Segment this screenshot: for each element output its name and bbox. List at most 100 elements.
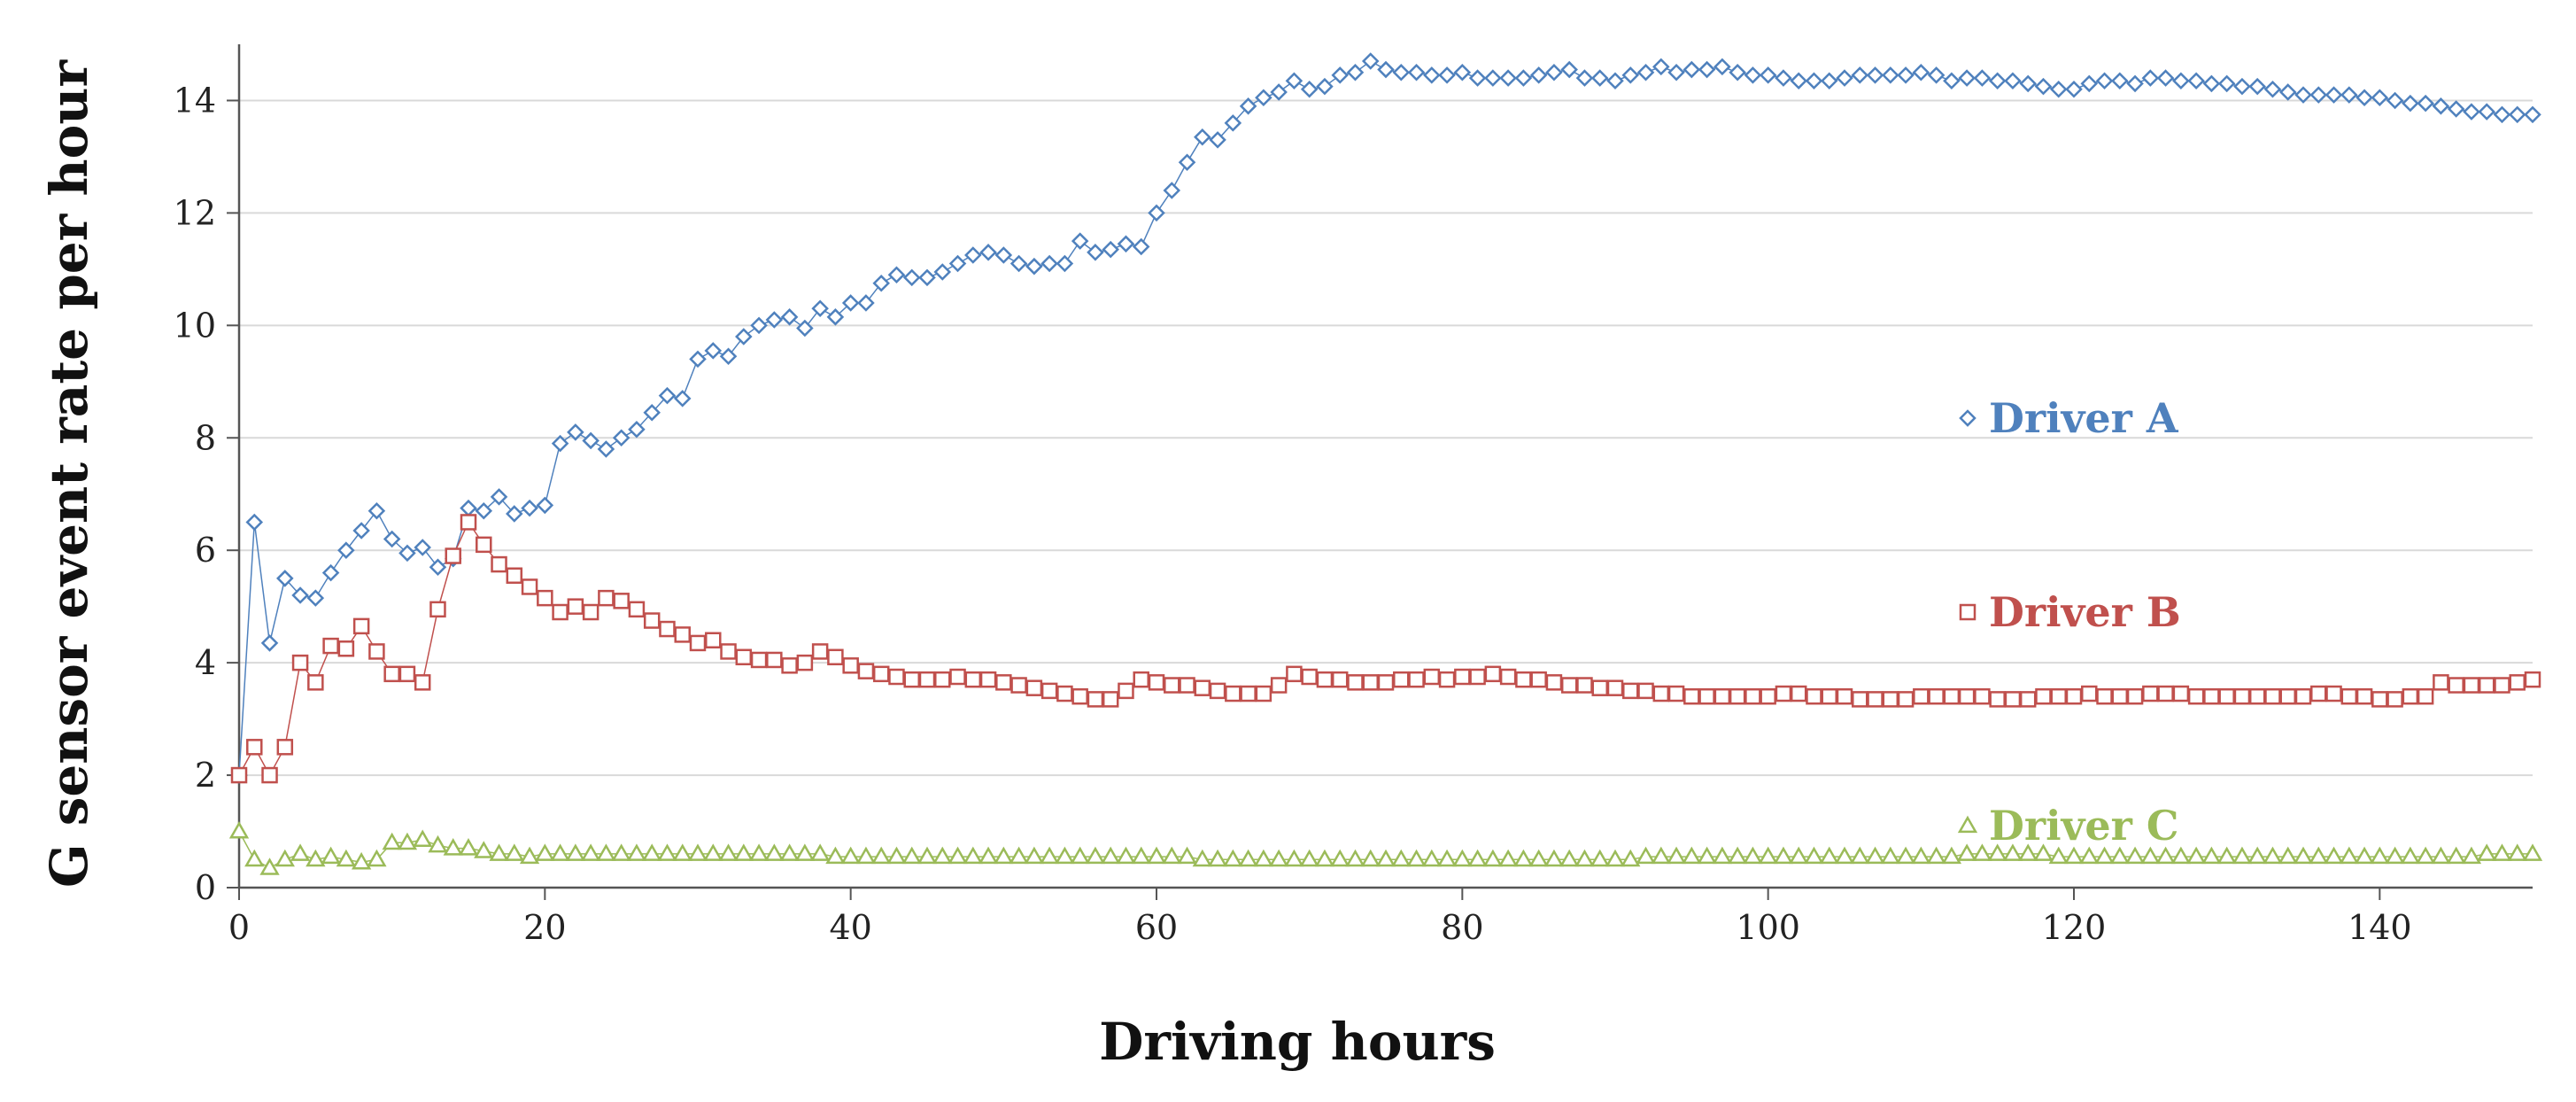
data-point-driver-c xyxy=(825,846,846,865)
data-point-driver-b xyxy=(857,663,875,679)
data-point-driver-c xyxy=(1528,849,1549,867)
data-point-driver-a xyxy=(612,429,630,447)
data-point-driver-b xyxy=(735,648,753,666)
data-point-driver-b xyxy=(1713,687,1731,705)
series-line-driver-b xyxy=(238,520,2533,777)
data-point-driver-c xyxy=(1268,849,1289,867)
data-point-driver-b xyxy=(2111,687,2129,705)
data-point-driver-b xyxy=(2142,685,2159,702)
data-point-driver-a xyxy=(994,246,1013,264)
data-point-driver-b xyxy=(1438,671,1456,688)
data-point-driver-c xyxy=(764,843,785,861)
data-point-driver-a xyxy=(1805,72,1823,90)
data-point-driver-b xyxy=(1943,687,1961,705)
data-point-driver-b xyxy=(1040,682,1058,700)
data-point-driver-b xyxy=(246,739,263,756)
data-point-driver-a xyxy=(902,268,921,287)
data-point-driver-b xyxy=(1087,691,1104,708)
data-point-driver-c xyxy=(1682,846,1702,865)
data-point-driver-c xyxy=(2247,846,2268,865)
legend-marker-driver-a xyxy=(1959,409,1976,427)
data-point-driver-c xyxy=(580,843,601,861)
data-point-driver-b xyxy=(2294,687,2312,705)
data-point-driver-a xyxy=(2463,103,2480,120)
data-point-driver-c xyxy=(1743,846,1763,865)
data-point-driver-c xyxy=(2079,846,2100,865)
data-point-driver-a xyxy=(2263,81,2282,98)
x-tick-label: 120 xyxy=(2042,908,2107,947)
data-point-driver-c xyxy=(733,843,754,861)
data-point-driver-c xyxy=(901,846,922,865)
data-point-driver-c xyxy=(1880,846,1900,865)
data-point-driver-a xyxy=(1729,63,1746,81)
data-point-driver-c xyxy=(2446,846,2466,865)
data-point-driver-a xyxy=(1361,52,1380,70)
data-point-driver-c xyxy=(367,849,387,867)
data-point-driver-a xyxy=(2309,86,2328,104)
data-point-driver-b xyxy=(460,514,477,531)
data-point-driver-b xyxy=(1852,691,1868,708)
data-point-driver-b xyxy=(1286,665,1303,683)
data-point-driver-a xyxy=(1897,66,1915,84)
data-point-driver-b xyxy=(1499,668,1517,686)
data-point-driver-b xyxy=(2509,674,2526,691)
data-point-driver-b xyxy=(1301,668,1318,686)
data-point-driver-c xyxy=(1330,849,1350,867)
data-point-driver-b xyxy=(1775,685,1792,702)
data-point-driver-c xyxy=(779,843,800,861)
data-point-driver-b xyxy=(1194,679,1211,696)
data-point-driver-a xyxy=(1606,72,1624,90)
data-point-driver-b xyxy=(2126,687,2144,705)
data-point-driver-c xyxy=(1070,846,1090,865)
x-tick-label: 0 xyxy=(228,908,250,947)
data-point-driver-a xyxy=(429,558,447,577)
data-point-driver-a xyxy=(1102,240,1119,259)
data-point-driver-c xyxy=(2263,846,2283,865)
data-point-driver-a xyxy=(337,541,355,559)
data-point-driver-a xyxy=(1882,66,1899,84)
data-point-driver-c xyxy=(2339,846,2359,865)
data-point-driver-b xyxy=(613,593,630,609)
data-point-driver-b xyxy=(1744,687,1761,705)
data-point-driver-a xyxy=(1590,69,1609,87)
series-driver-a xyxy=(230,52,2541,784)
data-point-driver-c xyxy=(397,832,418,850)
data-point-driver-c xyxy=(1391,849,1412,867)
data-point-driver-a xyxy=(1407,63,1426,81)
data-point-driver-c xyxy=(687,843,708,861)
data-point-driver-c xyxy=(1207,849,1228,867)
data-point-driver-a xyxy=(383,530,401,548)
data-point-driver-a xyxy=(490,488,508,506)
data-point-driver-a xyxy=(352,522,370,539)
data-point-driver-b xyxy=(705,632,722,648)
data-point-driver-b xyxy=(2325,685,2342,702)
data-point-driver-b xyxy=(2494,677,2510,694)
data-point-driver-c xyxy=(1789,846,1809,865)
data-point-driver-a xyxy=(1285,72,1303,90)
data-point-driver-c xyxy=(2522,843,2543,861)
data-point-driver-a xyxy=(1071,232,1089,250)
data-point-driver-a xyxy=(2248,77,2266,96)
data-point-driver-a xyxy=(521,499,538,517)
data-point-driver-a xyxy=(887,266,906,283)
data-point-driver-b xyxy=(2433,674,2449,691)
data-point-driver-b xyxy=(888,668,905,686)
data-point-driver-c xyxy=(336,849,357,867)
data-point-driver-b xyxy=(2448,677,2464,694)
data-point-driver-c xyxy=(2094,846,2115,865)
data-point-driver-a xyxy=(2432,97,2450,115)
data-point-driver-b xyxy=(337,640,355,657)
data-point-driver-c xyxy=(1009,846,1029,865)
data-point-driver-a xyxy=(841,294,860,312)
data-point-driver-b xyxy=(1821,687,1837,705)
data-point-driver-b xyxy=(1667,685,1685,702)
x-tick-label: 40 xyxy=(829,908,871,947)
data-point-driver-a xyxy=(964,246,982,264)
data-point-driver-a xyxy=(2019,74,2037,93)
data-point-driver-c xyxy=(1773,846,1794,865)
data-point-driver-b xyxy=(2233,687,2251,705)
data-point-driver-b xyxy=(230,766,248,784)
data-point-driver-a xyxy=(1392,63,1411,81)
data-point-driver-b xyxy=(1423,668,1441,686)
data-point-driver-b xyxy=(872,665,890,683)
